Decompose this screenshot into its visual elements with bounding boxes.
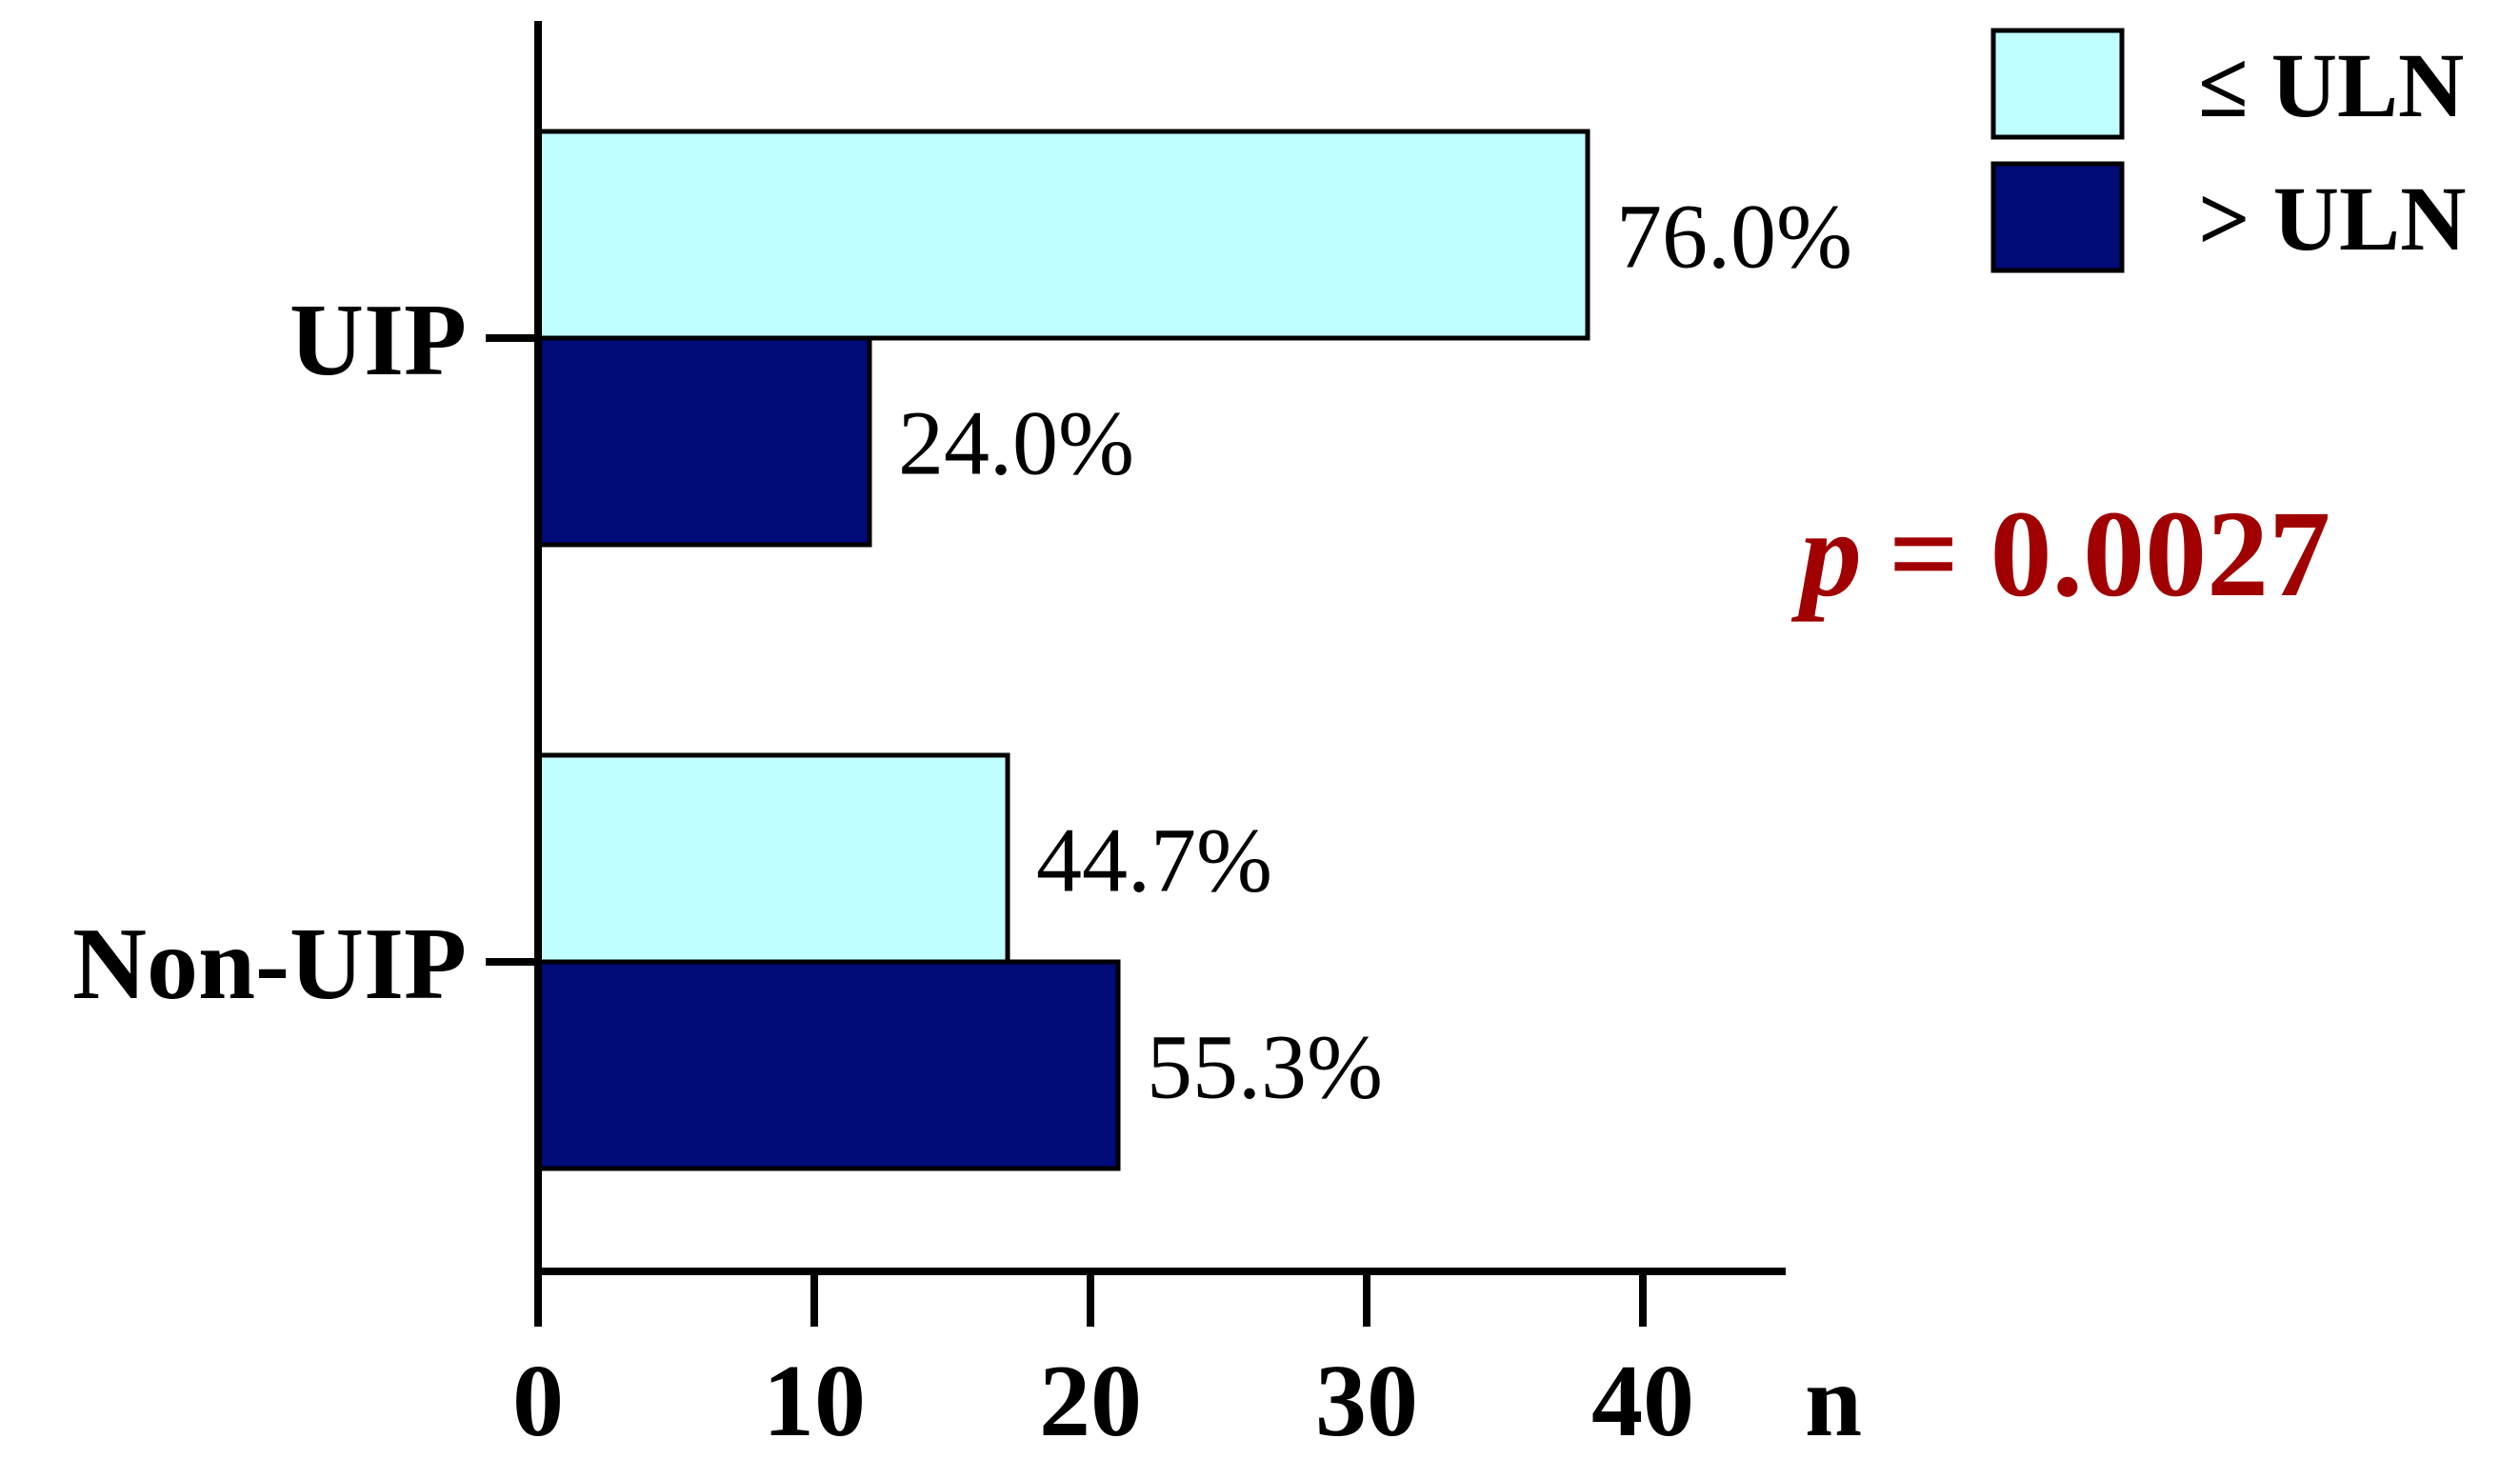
legend-swatch-2 — [1990, 161, 2125, 273]
data-label-non-uip-series-2: 55.3% — [1147, 1016, 1383, 1118]
bar-non-uip-series-1 — [535, 752, 1010, 965]
x-tick-label-0: 0 — [512, 1345, 564, 1458]
p-value-annotation: p = 0.0027 — [1790, 486, 2330, 623]
data-label-uip-series-2: 24.0% — [898, 392, 1134, 494]
p-value-text: = 0.0027 — [1889, 486, 2330, 623]
p-value-symbol: p — [1790, 486, 1862, 623]
bar-uip-series-1 — [535, 129, 1590, 341]
legend-label-1: ≤ ULN — [2198, 34, 2464, 136]
legend: ≤ ULN > ULN — [1990, 28, 2466, 273]
bar-uip-series-2 — [535, 335, 872, 548]
x-tick-label-30: 30 — [1315, 1345, 1418, 1458]
bars-group — [535, 129, 1590, 1171]
bar-non-uip-series-2 — [535, 959, 1121, 1171]
x-tick-label-40: 40 — [1591, 1345, 1694, 1458]
x-tick-label-20: 20 — [1039, 1345, 1142, 1458]
data-label-non-uip-series-1: 44.7% — [1036, 809, 1272, 911]
legend-swatch-1 — [1990, 28, 2125, 140]
x-tick-label-10: 10 — [763, 1345, 866, 1458]
labels-group: 76.0% 24.0% UIP 44.7% 55.3% Non-UIP 0 10 20 30 40 n — [72, 186, 1862, 1459]
category-label-uip: UIP — [290, 284, 467, 397]
category-label-non-uip: Non-UIP — [72, 908, 467, 1021]
legend-label-2: > ULN — [2198, 168, 2466, 270]
data-label-uip-series-1: 76.0% — [1616, 186, 1852, 288]
axes-group — [486, 21, 1786, 1327]
x-axis-label: n — [1805, 1345, 1862, 1458]
